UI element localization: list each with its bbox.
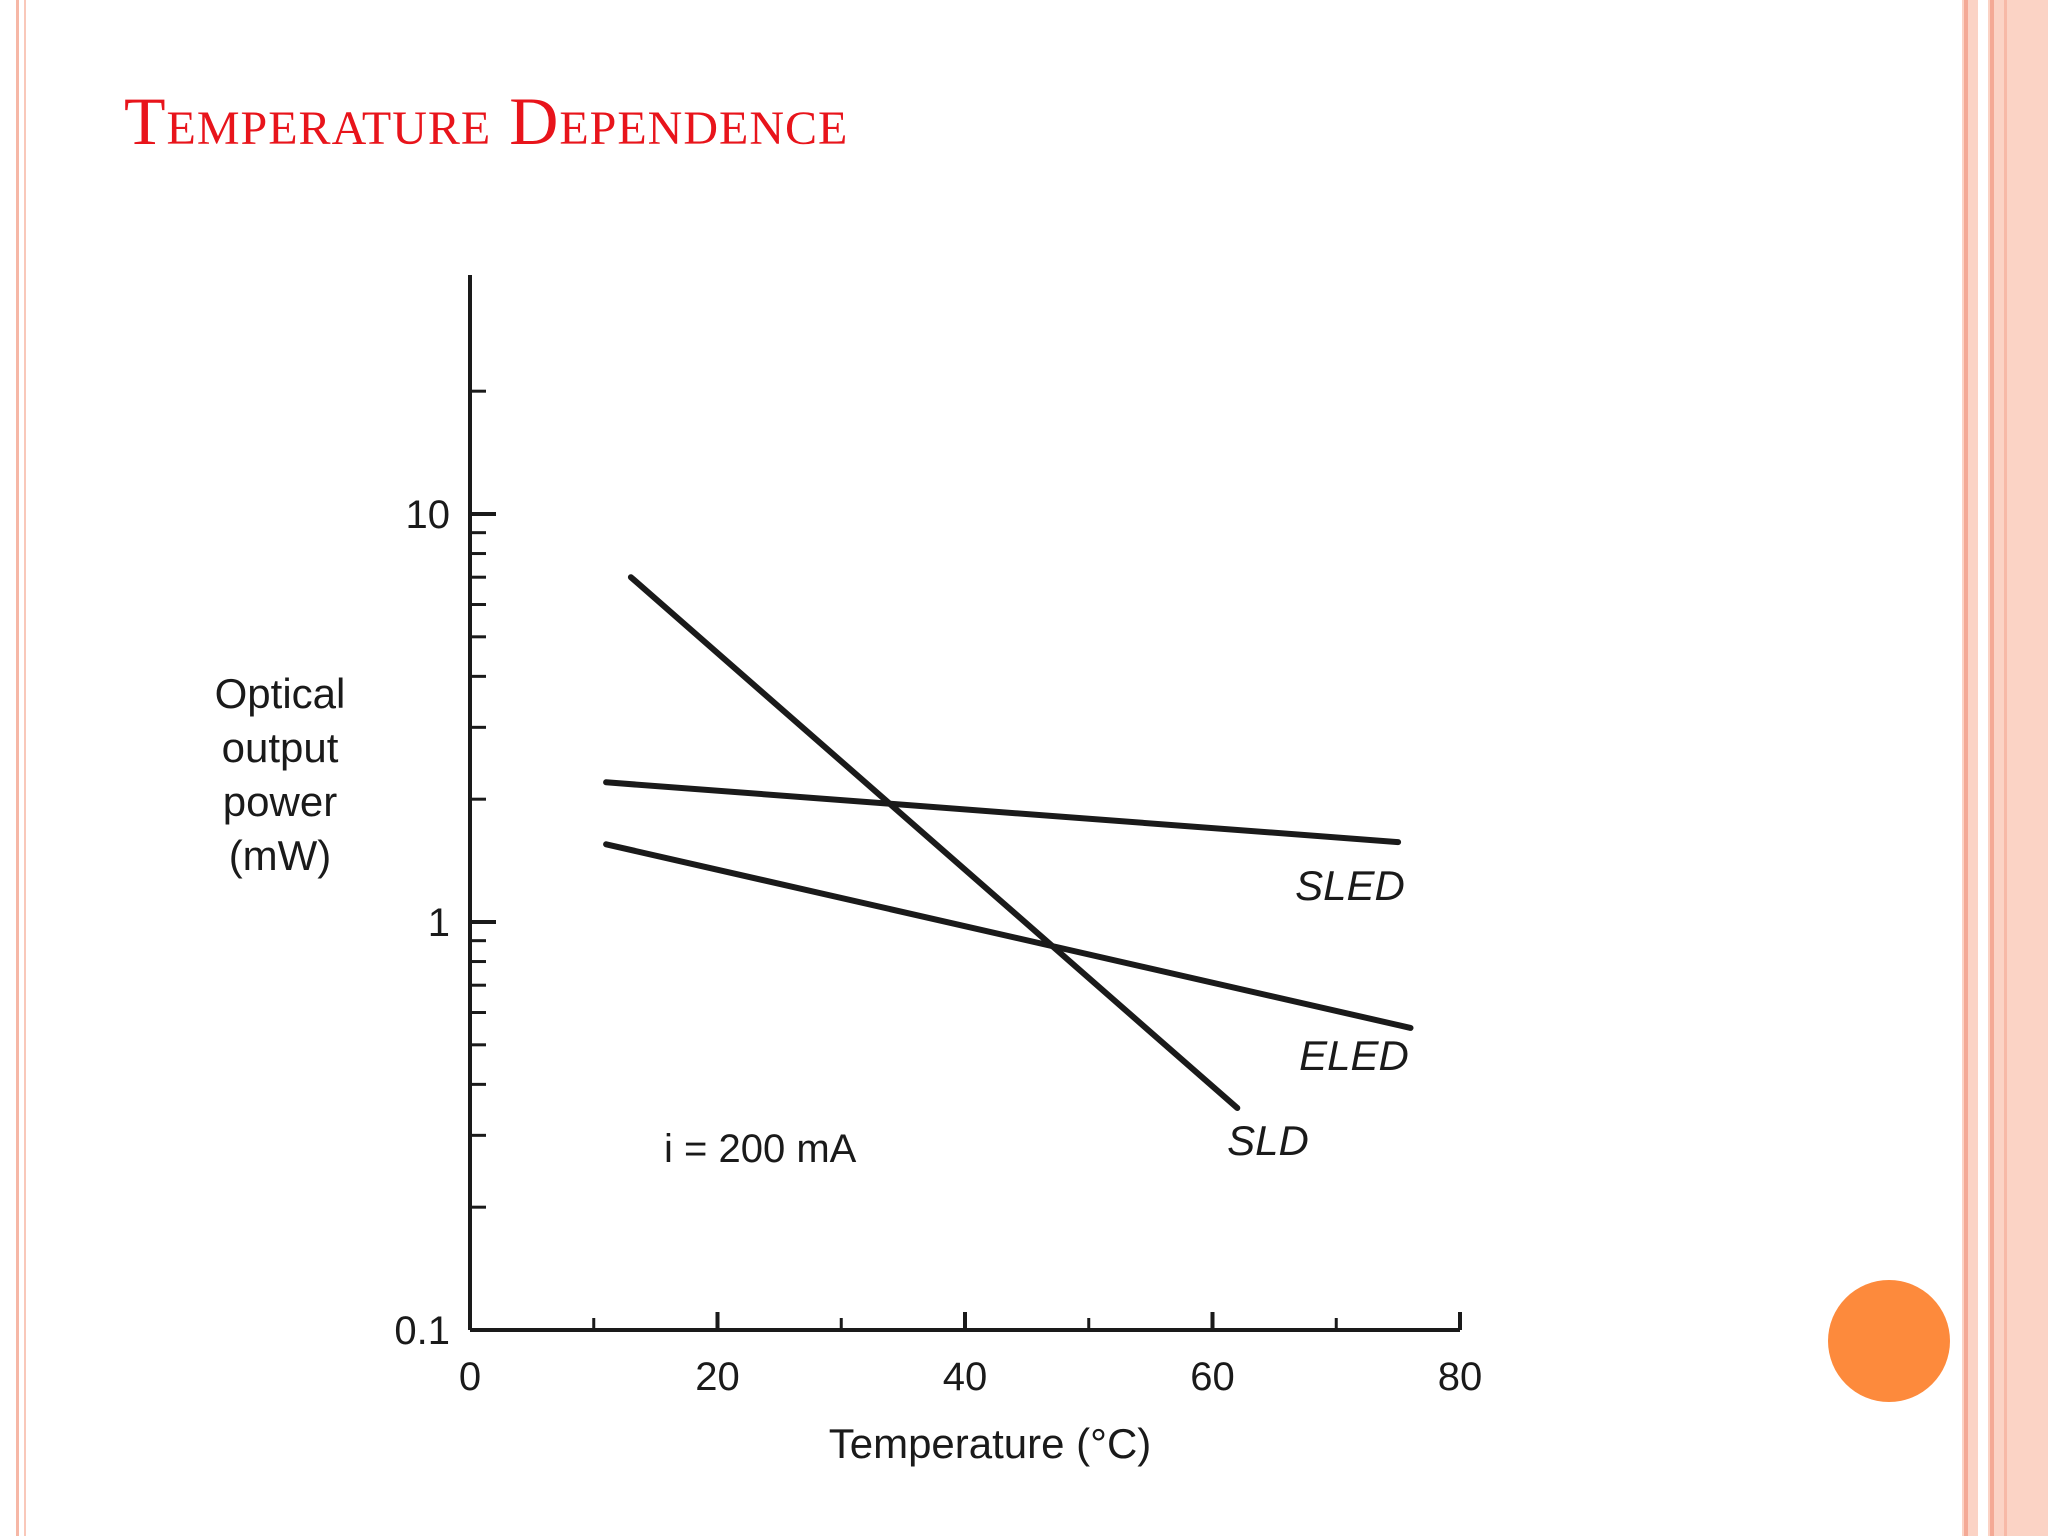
frame-line-left-inner (24, 0, 26, 1536)
frame-line-right-outer (2004, 0, 2007, 1536)
x-tick-label: 20 (695, 1355, 740, 1399)
x-tick-label: 80 (1438, 1355, 1483, 1399)
frame-gap-right (1978, 0, 1988, 1536)
frame-line-left (16, 0, 19, 1536)
series-line-sled (603, 779, 1402, 846)
current-annotation: i = 200 mA (664, 1127, 857, 1171)
chart-axes (468, 275, 1460, 1332)
y-axis-title-line: (mW) (229, 832, 332, 879)
slide-title: Temperature Dependence (124, 83, 849, 159)
chart-series-labels: SLED ELED SLD (1227, 862, 1409, 1164)
y-axis-title-line: output (222, 724, 339, 771)
x-axis-title: Temperature (°C) (829, 1420, 1152, 1467)
chart-tick-labels: 0 20 40 60 80 0.1 1 10 (394, 493, 1482, 1399)
chart-series-lines (603, 574, 1414, 1111)
frame-line-right-inner (1990, 0, 1994, 1536)
chart-ticks (470, 389, 1462, 1330)
y-tick-label: 1 (428, 901, 450, 945)
y-axis-title: Optical output power (mW) (215, 670, 346, 879)
y-axis-title-line: power (223, 778, 337, 825)
y-tick-label: 10 (406, 493, 451, 537)
y-tick-label: 0.1 (394, 1309, 450, 1353)
series-label-sled: SLED (1295, 862, 1405, 909)
series-line-sld (627, 574, 1241, 1111)
frame-line-right (1964, 0, 1968, 1536)
x-tick-label: 40 (943, 1355, 988, 1399)
x-tick-label: 0 (459, 1355, 481, 1399)
y-axis-title-line: Optical (215, 670, 346, 717)
series-label-sld: SLD (1227, 1117, 1309, 1164)
x-tick-label: 60 (1190, 1355, 1235, 1399)
series-label-eled: ELED (1299, 1032, 1409, 1079)
accent-dot (1828, 1280, 1950, 1402)
series-line-eled (603, 841, 1414, 1031)
